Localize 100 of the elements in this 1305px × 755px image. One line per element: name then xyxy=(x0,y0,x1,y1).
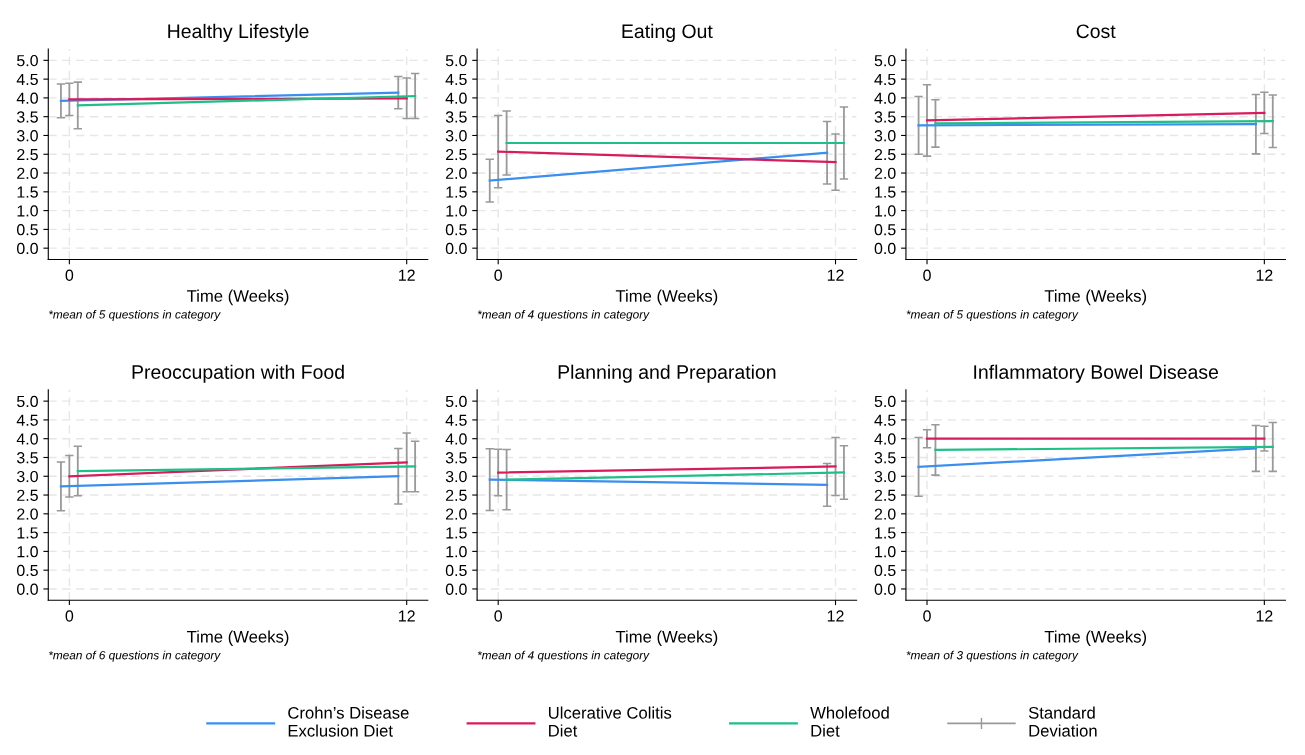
x-axis-title: Time (Weeks) xyxy=(615,289,718,306)
x-tick-label: 12 xyxy=(399,610,415,622)
y-tick-label: 3.0 xyxy=(445,470,467,483)
legend-label: Wholefood Diet xyxy=(810,706,889,737)
y-tick-label: 1.5 xyxy=(875,186,896,198)
y-tick-label: 4.5 xyxy=(445,414,467,426)
y-tick-label: 4.5 xyxy=(874,73,896,86)
text: *mean of 4 questions in category xyxy=(477,309,650,321)
chart-title: Cost xyxy=(1076,24,1116,39)
x-tick-label: 0 xyxy=(65,610,74,622)
y-tick-label: 1.0 xyxy=(446,546,467,558)
chart-title: Eating Out xyxy=(622,23,713,42)
y-tick-label: 5.0 xyxy=(874,395,896,408)
y-tick-label: 2.0 xyxy=(17,167,38,179)
y-tick-label: 0.5 xyxy=(874,564,896,577)
y-tick-label: 4.0 xyxy=(874,92,896,104)
y-tick-label: 3.5 xyxy=(16,111,38,123)
x-axis-title: Time (Weeks) xyxy=(1044,630,1147,646)
text: *mean of 3 questions in category xyxy=(906,650,1079,662)
y-tick-label: 2.5 xyxy=(874,489,896,501)
y-tick-label: 2.5 xyxy=(445,489,467,501)
y-tick-label: 2.0 xyxy=(445,508,467,520)
y-tick-label: 0.0 xyxy=(445,583,467,595)
y-tick-label: 1.5 xyxy=(17,186,38,198)
x-tick-label: 0 xyxy=(923,269,931,281)
text: *mean of 6 questions in category xyxy=(48,650,221,662)
y-tick-label: 4.0 xyxy=(16,433,38,445)
y-tick-label: 1.0 xyxy=(875,546,896,558)
y-tick-label: 3.5 xyxy=(874,452,896,464)
y-tick-label: 2.5 xyxy=(874,148,896,161)
x-axis-title: Time (Weeks) xyxy=(187,630,289,646)
y-tick-label: 2.5 xyxy=(17,489,38,501)
y-tick-label: 2.0 xyxy=(445,167,467,179)
y-tick-label: 4.5 xyxy=(445,73,467,86)
y-tick-label: 0.5 xyxy=(16,564,38,577)
y-tick-label: 0.5 xyxy=(16,224,38,236)
y-tick-label: 0.5 xyxy=(445,224,467,236)
chart-title: Preoccupation with Food xyxy=(132,364,344,383)
y-tick-label: 5.0 xyxy=(17,54,38,67)
y-tick-label: 0.5 xyxy=(874,224,896,236)
y-tick-label: 3.5 xyxy=(445,111,467,123)
chart-title: Planning and Preparation xyxy=(558,364,776,383)
y-tick-label: 0.0 xyxy=(16,583,38,595)
y-tick-label: 3.5 xyxy=(445,452,467,464)
y-tick-label: 4.0 xyxy=(16,92,38,104)
y-tick-label: 3.0 xyxy=(874,130,896,142)
text: *mean of 4 questions in category xyxy=(477,650,650,662)
y-tick-label: 1.0 xyxy=(875,205,896,217)
legend-label: Ulcerative Colitis Diet xyxy=(548,706,672,737)
y-tick-label: 5.0 xyxy=(17,395,38,408)
y-tick-label: 5.0 xyxy=(874,54,896,67)
y-tick-label: 0.0 xyxy=(874,242,896,255)
y-tick-label: 0.5 xyxy=(445,564,467,577)
y-tick-label: 3.5 xyxy=(874,111,896,123)
y-tick-label: 1.5 xyxy=(875,527,896,539)
y-tick-label: 3.5 xyxy=(16,452,38,464)
y-tick-label: 1.0 xyxy=(446,205,467,217)
y-tick-label: 3.0 xyxy=(445,130,467,142)
text: *mean of 5 questions in category xyxy=(906,309,1079,321)
y-tick-label: 1.0 xyxy=(17,205,38,217)
x-tick-label: 12 xyxy=(827,269,844,281)
y-tick-label: 4.0 xyxy=(445,92,467,104)
x-tick-label: 0 xyxy=(923,610,931,622)
chart-title: Inflammatory Bowel Disease xyxy=(974,364,1219,383)
y-tick-label: 2.0 xyxy=(874,508,896,520)
y-tick-label: 2.5 xyxy=(445,148,467,161)
x-tick-label: 12 xyxy=(1256,269,1273,281)
x-axis-title: Time (Weeks) xyxy=(187,289,289,306)
y-tick-label: 4.0 xyxy=(445,433,467,445)
y-tick-label: 0.0 xyxy=(445,242,467,255)
x-tick-label: 0 xyxy=(494,610,503,622)
text: Standard Deviation xyxy=(1028,706,1097,737)
y-tick-label: 4.5 xyxy=(16,414,38,426)
y-tick-label: 1.5 xyxy=(17,527,38,539)
x-axis-title: Time (Weeks) xyxy=(1044,289,1147,306)
y-tick-label: 5.0 xyxy=(445,54,467,67)
x-tick-label: 12 xyxy=(399,269,415,281)
y-tick-label: 1.5 xyxy=(446,527,467,539)
x-axis-title: Time (Weeks) xyxy=(615,630,718,646)
x-tick-label: 0 xyxy=(65,269,74,281)
y-tick-label: 3.0 xyxy=(874,470,896,483)
y-tick-label: 1.5 xyxy=(446,186,467,198)
legend-label: Crohn’s Disease Exclusion Diet xyxy=(288,706,409,737)
y-tick-label: 2.5 xyxy=(17,148,38,161)
y-tick-label: 1.0 xyxy=(17,546,38,558)
y-tick-label: 0.0 xyxy=(16,242,38,255)
y-tick-label: 4.5 xyxy=(874,414,896,426)
y-tick-label: 4.5 xyxy=(16,73,38,86)
chart-title: Healthy Lifestyle xyxy=(168,23,309,42)
y-tick-label: 5.0 xyxy=(445,395,467,408)
y-tick-label: 3.0 xyxy=(16,470,38,483)
x-tick-label: 0 xyxy=(494,269,503,281)
x-tick-label: 12 xyxy=(827,610,844,622)
y-tick-label: 3.0 xyxy=(16,130,38,142)
y-tick-label: 2.0 xyxy=(874,167,896,179)
y-tick-label: 0.0 xyxy=(874,583,896,595)
y-tick-label: 2.0 xyxy=(17,508,38,520)
y-tick-label: 4.0 xyxy=(874,433,896,445)
text: *mean of 5 questions in category xyxy=(48,309,221,321)
x-tick-label: 12 xyxy=(1256,610,1273,622)
